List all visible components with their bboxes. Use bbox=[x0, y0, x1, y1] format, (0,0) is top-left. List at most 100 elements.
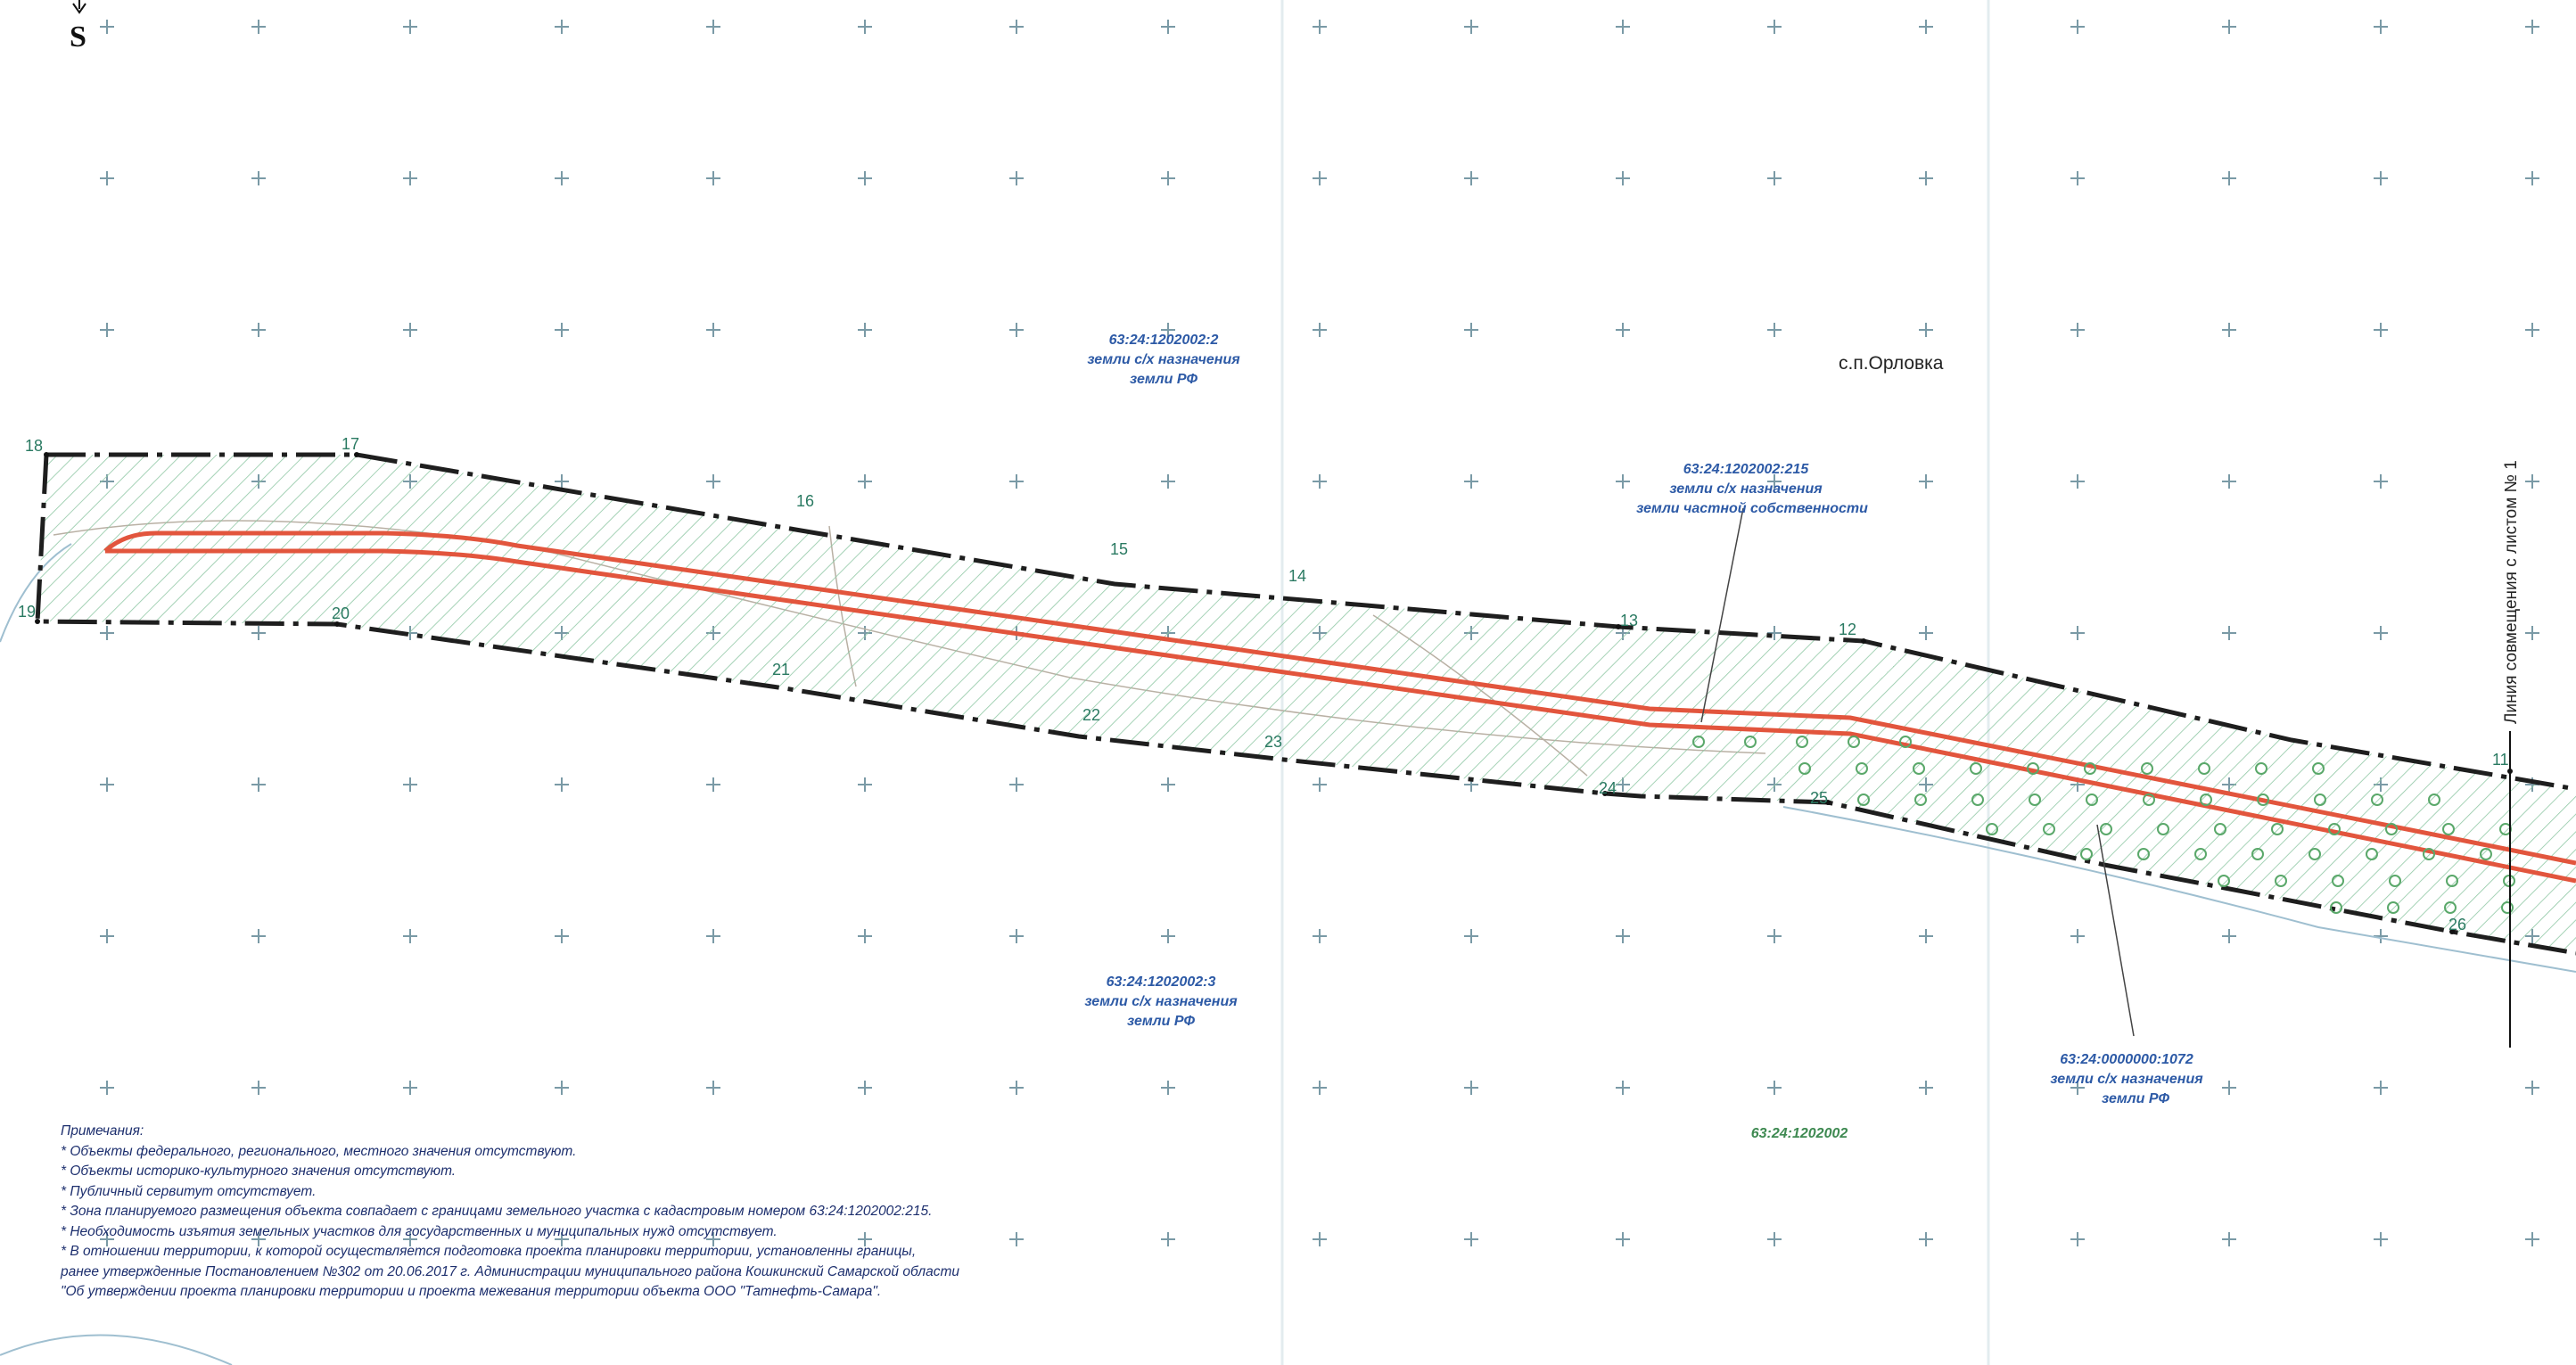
grid-cross-icon bbox=[2070, 20, 2085, 34]
grid-cross-icon bbox=[1313, 20, 1327, 34]
point-label-12: 12 bbox=[1839, 621, 1856, 638]
tree-circle-icon bbox=[1744, 736, 1757, 748]
point-label-24: 24 bbox=[1599, 779, 1617, 797]
grid-cross-icon bbox=[2070, 626, 2085, 640]
point-label-15: 15 bbox=[1110, 540, 1128, 558]
grid-cross-icon bbox=[2070, 323, 2085, 337]
grid-cross-icon bbox=[1313, 1081, 1327, 1095]
point-label-23: 23 bbox=[1264, 733, 1282, 751]
tree-circle-icon bbox=[2332, 875, 2344, 887]
point-label-26: 26 bbox=[2448, 916, 2466, 933]
grid-cross-icon bbox=[1464, 20, 1478, 34]
grid-cross-icon bbox=[1161, 474, 1175, 489]
settlement-label: с.п.Орловка bbox=[1839, 353, 1944, 374]
grid-cross-icon bbox=[251, 777, 266, 792]
grid-cross-icon bbox=[1161, 20, 1175, 34]
grid-cross-icon bbox=[1009, 171, 1024, 185]
tree-circle-icon bbox=[2389, 875, 2401, 887]
grid-cross-icon bbox=[1919, 323, 1933, 337]
grid-cross-icon bbox=[858, 1081, 872, 1095]
grid-cross-icon bbox=[1161, 1081, 1175, 1095]
note-line: * Объекты историко-культурного значения … bbox=[61, 1164, 457, 1179]
note-line: * В отношении территории, к которой осущ… bbox=[61, 1244, 917, 1259]
grid-cross-icon bbox=[1009, 1232, 1024, 1246]
tree-circle-icon bbox=[2309, 848, 2321, 860]
grid-cross-icon bbox=[2525, 1081, 2539, 1095]
grid-cross-icon bbox=[100, 1232, 114, 1246]
tree-circle-icon bbox=[2275, 875, 2287, 887]
tree-circle-icon bbox=[2423, 848, 2435, 860]
tree-circle-icon bbox=[1692, 736, 1705, 748]
grid-cross-icon bbox=[555, 323, 569, 337]
grid-cross-icon bbox=[706, 171, 720, 185]
grid-cross-icon bbox=[1616, 323, 1630, 337]
grid-cross-icon bbox=[1464, 929, 1478, 943]
sheet-junction-label: Линия совмещения с листом № 1 bbox=[2502, 460, 2521, 724]
north-arrow-icon: S bbox=[70, 0, 86, 53]
grid-cross-icon bbox=[2070, 474, 2085, 489]
grid-cross-icon bbox=[2525, 323, 2539, 337]
grid-cross-icon bbox=[251, 20, 266, 34]
grid-cross-icon bbox=[706, 1081, 720, 1095]
grid-cross-icon bbox=[2222, 929, 2236, 943]
grid-cross-icon bbox=[2374, 929, 2388, 943]
grid-cross-icon bbox=[1009, 20, 1024, 34]
grid-cross-icon bbox=[1767, 1232, 1782, 1246]
point-label-16: 16 bbox=[796, 492, 814, 510]
grid-cross-icon bbox=[555, 171, 569, 185]
grid-cross-icon bbox=[100, 777, 114, 792]
tree-circle-icon bbox=[1848, 736, 1860, 748]
tree-circle-icon bbox=[1913, 762, 1925, 775]
grid-cross-icon bbox=[2070, 1232, 2085, 1246]
point-label-25: 25 bbox=[1810, 789, 1828, 807]
grid-cross-icon bbox=[2070, 171, 2085, 185]
tree-circle-icon bbox=[2442, 823, 2455, 835]
grid-cross-icon bbox=[251, 626, 266, 640]
grid-cross-icon bbox=[555, 20, 569, 34]
compass-letter: S bbox=[70, 21, 86, 53]
grid-cross-icon bbox=[1161, 929, 1175, 943]
grid-cross-icon bbox=[100, 20, 114, 34]
tree-circle-icon bbox=[2029, 794, 2041, 806]
tree-circle-icon bbox=[2194, 848, 2207, 860]
note-line: * Необходимость изъятия земельных участк… bbox=[61, 1223, 778, 1239]
note-line: ранее утвержденные Постановлением №302 о… bbox=[61, 1263, 959, 1279]
grid-cross-icon bbox=[2525, 171, 2539, 185]
tree-circle-icon bbox=[1899, 736, 1912, 748]
grid-cross-icon bbox=[1464, 171, 1478, 185]
tree-circle-icon bbox=[1796, 736, 1808, 748]
tree-circle-icon bbox=[2157, 823, 2169, 835]
grid-cross-icon bbox=[403, 929, 417, 943]
grid-cross-icon bbox=[2222, 171, 2236, 185]
grid-cross-icon bbox=[1161, 777, 1175, 792]
grid-cross-icon bbox=[2374, 171, 2388, 185]
grid-cross-icon bbox=[1009, 777, 1024, 792]
grid-cross-icon bbox=[1919, 474, 1933, 489]
grid-cross-icon bbox=[1616, 1232, 1630, 1246]
grid-cross-icon bbox=[1767, 171, 1782, 185]
note-line: "Об утверждении проекта планировки терри… bbox=[61, 1284, 882, 1299]
point-label-14: 14 bbox=[1288, 567, 1306, 585]
grid-cross-icon bbox=[403, 20, 417, 34]
point-label-17: 17 bbox=[342, 435, 359, 453]
parcel-id: 63:24:1202002:2 bbox=[1109, 333, 1219, 348]
tree-circle-icon bbox=[1798, 762, 1811, 775]
grid-cross-icon bbox=[706, 323, 720, 337]
tree-circle-icon bbox=[2143, 794, 2155, 806]
tree-circle-icon bbox=[1986, 823, 1998, 835]
tree-circle-icon bbox=[2312, 762, 2325, 775]
tree-circle-icon bbox=[2214, 823, 2226, 835]
parcel-ownership: земли РФ bbox=[1127, 1014, 1196, 1029]
grid-cross-icon bbox=[1161, 171, 1175, 185]
grid-cross-icon bbox=[1616, 929, 1630, 943]
parcel-label-south: 63:24:1202002:3 земли с/х назначения зем… bbox=[1084, 974, 1238, 1029]
grid-cross-icon bbox=[2374, 1081, 2388, 1095]
grid-cross-icon bbox=[1009, 474, 1024, 489]
grid-cross-icon bbox=[1313, 1232, 1327, 1246]
tree-circle-icon bbox=[2314, 794, 2326, 806]
parcel-category: земли с/х назначения bbox=[1669, 481, 1823, 497]
grid-cross-icon bbox=[2222, 474, 2236, 489]
grid-cross-icon bbox=[2070, 1081, 2085, 1095]
point-label-21: 21 bbox=[772, 661, 790, 678]
grid-cross-icon bbox=[251, 323, 266, 337]
